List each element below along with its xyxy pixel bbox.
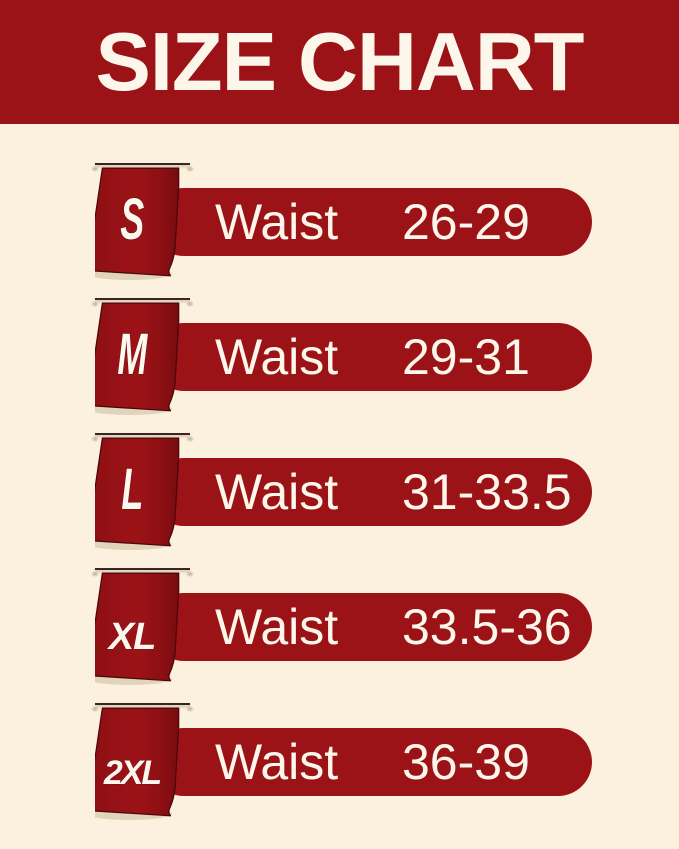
svg-text:2XL: 2XL [103, 754, 161, 792]
svg-text:L: L [121, 457, 142, 522]
svg-text:S: S [120, 187, 144, 252]
svg-text:XL: XL [107, 616, 156, 658]
svg-text:M: M [117, 322, 148, 387]
